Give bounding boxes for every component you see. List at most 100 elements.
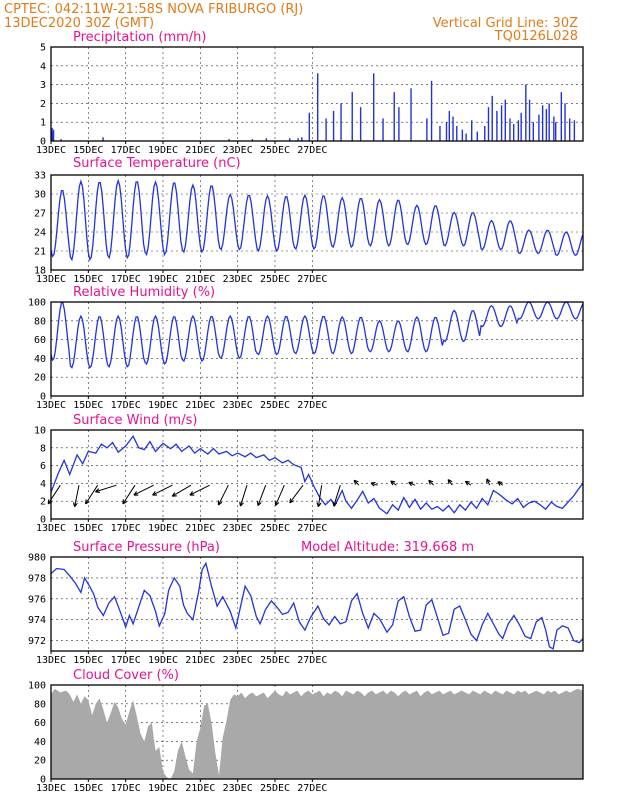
precip-bar xyxy=(289,138,291,141)
precip-bar xyxy=(500,105,503,141)
precip-bar xyxy=(528,99,531,141)
panel-2: Relative Humidity (%) 0 20 40 60 80 100 13DEC 15… xyxy=(28,285,584,411)
wind-vector xyxy=(332,485,341,507)
model-altitude-label: Model Altitude: 319.668 m xyxy=(301,540,474,555)
precip-bar xyxy=(555,122,557,141)
panel-frame-5 xyxy=(50,684,584,780)
precip-bar xyxy=(532,122,534,141)
y-tick-label: 60 xyxy=(34,718,46,729)
wind-arrowhead xyxy=(316,502,322,508)
precip-bar xyxy=(509,118,511,141)
precip-bar xyxy=(373,73,375,141)
panel-title-5: Cloud Cover (%) xyxy=(73,668,179,683)
y-tick-label: 18 xyxy=(34,266,46,277)
precip-bar xyxy=(538,114,540,141)
wind-arrowhead xyxy=(239,501,244,507)
precip-bar xyxy=(553,116,555,141)
precip-bar xyxy=(456,125,458,141)
x-tick-23dec: 23DEC xyxy=(223,400,253,411)
precip-bar xyxy=(382,118,384,141)
wind-arrowhead xyxy=(171,492,177,497)
wind-vector xyxy=(353,479,360,486)
precip-bar xyxy=(359,107,362,141)
precip-bar xyxy=(465,133,467,141)
wind-vector xyxy=(257,485,267,507)
humidity-line xyxy=(50,301,584,369)
wind-vector xyxy=(464,480,472,486)
wind-arrowhead xyxy=(390,480,396,486)
x-tick-23dec: 23DEC xyxy=(223,145,253,156)
cloud-cover-area xyxy=(51,688,583,779)
precip-bar xyxy=(393,92,395,141)
panel-3: Surface Wind (m/s) 0 2 4 6 8 10 13DEC 15DEC 17DEC… xyxy=(34,413,584,534)
precip-bar xyxy=(52,129,55,141)
x-tick-19dec: 19DEC xyxy=(148,655,178,666)
y-tick-label: 0 xyxy=(40,775,46,786)
wind-vector xyxy=(408,481,416,487)
wind-arrowhead xyxy=(464,480,470,486)
y-tick-label: 0 xyxy=(40,392,46,403)
precip-bar xyxy=(445,122,448,141)
panel-frame-1 xyxy=(50,174,584,271)
precip-bar xyxy=(541,105,544,141)
panel-frame-0 xyxy=(50,46,584,142)
precip-bar xyxy=(487,107,490,141)
wind-shaft xyxy=(85,484,99,505)
wind-arrowhead xyxy=(122,499,128,505)
wind-vector xyxy=(428,479,435,486)
wind-arrowhead xyxy=(217,500,223,506)
wind-vector xyxy=(316,485,323,508)
y-tick-label: 33 xyxy=(34,171,46,182)
x-tick-23dec: 23DEC xyxy=(223,274,253,285)
wind-vector xyxy=(152,484,173,496)
precip-bar xyxy=(265,138,268,141)
y-tick-label: 0 xyxy=(40,137,46,148)
x-tick-27dec: 27DEC xyxy=(297,783,327,794)
temperature-line xyxy=(50,178,584,262)
panel-title-3: Surface Wind (m/s) xyxy=(73,413,197,428)
x-tick-19dec: 19DEC xyxy=(148,145,178,156)
x-tick-21dec: 21DEC xyxy=(185,783,215,794)
x-tick-21dec: 21DEC xyxy=(185,145,215,156)
x-tick-17dec: 17DEC xyxy=(111,523,141,534)
y-tick-label: 3 xyxy=(40,80,46,91)
x-tick-25dec: 25DEC xyxy=(260,400,290,411)
x-tick-15dec: 15DEC xyxy=(73,655,103,666)
wind-arrowhead xyxy=(370,481,376,487)
precip-bar xyxy=(340,103,342,141)
y-tick-label: 21 xyxy=(34,247,46,258)
panel-frame-3 xyxy=(50,429,584,520)
precip-bar xyxy=(351,92,353,141)
x-tick-25dec: 25DEC xyxy=(260,274,290,285)
y-tick-label: 980 xyxy=(28,553,46,564)
wind-shaft xyxy=(275,484,285,506)
x-tick-13dec: 13DEC xyxy=(36,783,66,794)
x-tick-17dec: 17DEC xyxy=(111,274,141,285)
x-tick-13dec: 13DEC xyxy=(36,274,66,285)
y-tick-label: 6 xyxy=(40,461,46,472)
y-tick-label: 974 xyxy=(28,615,46,626)
y-tick-label: 972 xyxy=(28,636,46,647)
wind-vector xyxy=(95,484,117,493)
wind-arrowhead xyxy=(428,479,434,485)
y-tick-label: 5 xyxy=(40,43,46,54)
precip-bar xyxy=(496,110,498,141)
precip-bar xyxy=(548,103,550,141)
precip-bar xyxy=(573,120,576,141)
x-tick-21dec: 21DEC xyxy=(185,274,215,285)
y-tick-label: 976 xyxy=(28,594,46,605)
y-tick-label: 10 xyxy=(34,426,46,437)
precip-bar xyxy=(520,112,522,141)
x-tick-27dec: 27DEC xyxy=(297,145,327,156)
precip-bar xyxy=(525,84,527,141)
x-tick-27dec: 27DEC xyxy=(297,274,327,285)
wind-arrowhead xyxy=(152,491,158,496)
wind-arrowhead xyxy=(85,499,90,505)
pressure-line xyxy=(50,561,584,650)
x-tick-17dec: 17DEC xyxy=(111,400,141,411)
precip-bar xyxy=(228,139,230,141)
x-tick-19dec: 19DEC xyxy=(148,523,178,534)
wind-arrowhead xyxy=(133,491,139,496)
x-tick-19dec: 19DEC xyxy=(148,783,178,794)
x-tick-27dec: 27DEC xyxy=(297,400,327,411)
